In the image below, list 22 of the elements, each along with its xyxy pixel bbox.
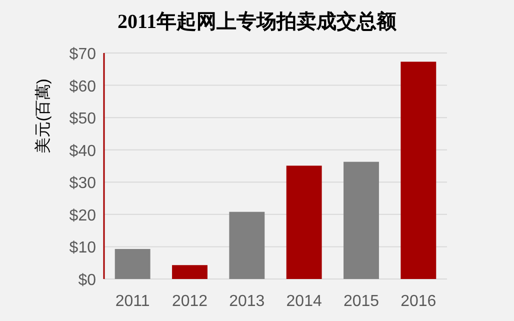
y-tick-label: $20 [69,207,96,224]
x-tick-label: 2012 [172,293,208,310]
x-tick-label: 2011 [115,293,150,310]
y-tick-label: $40 [69,142,96,160]
bar [229,212,265,279]
x-tick-label: 2015 [343,293,380,310]
x-tick-label: 2013 [229,293,265,310]
bar [172,265,208,279]
bar [286,166,322,279]
bar [114,248,150,279]
y-axis-title: 美元(百萬) [34,78,52,154]
y-tick-label: $0 [78,272,96,289]
y-tick-label: $10 [69,240,96,257]
y-tick-label: $60 [69,78,96,96]
chart-title: 2011年起网上专场拍卖成交总额 [118,10,398,33]
bar [400,62,436,279]
y-tick-label: $50 [69,110,96,128]
y-tick-label: $70 [69,46,96,63]
x-tick-label: 2014 [286,293,322,310]
bar [344,162,379,279]
x-tick-label: 2016 [400,293,436,310]
y-tick-label: $30 [69,175,96,192]
